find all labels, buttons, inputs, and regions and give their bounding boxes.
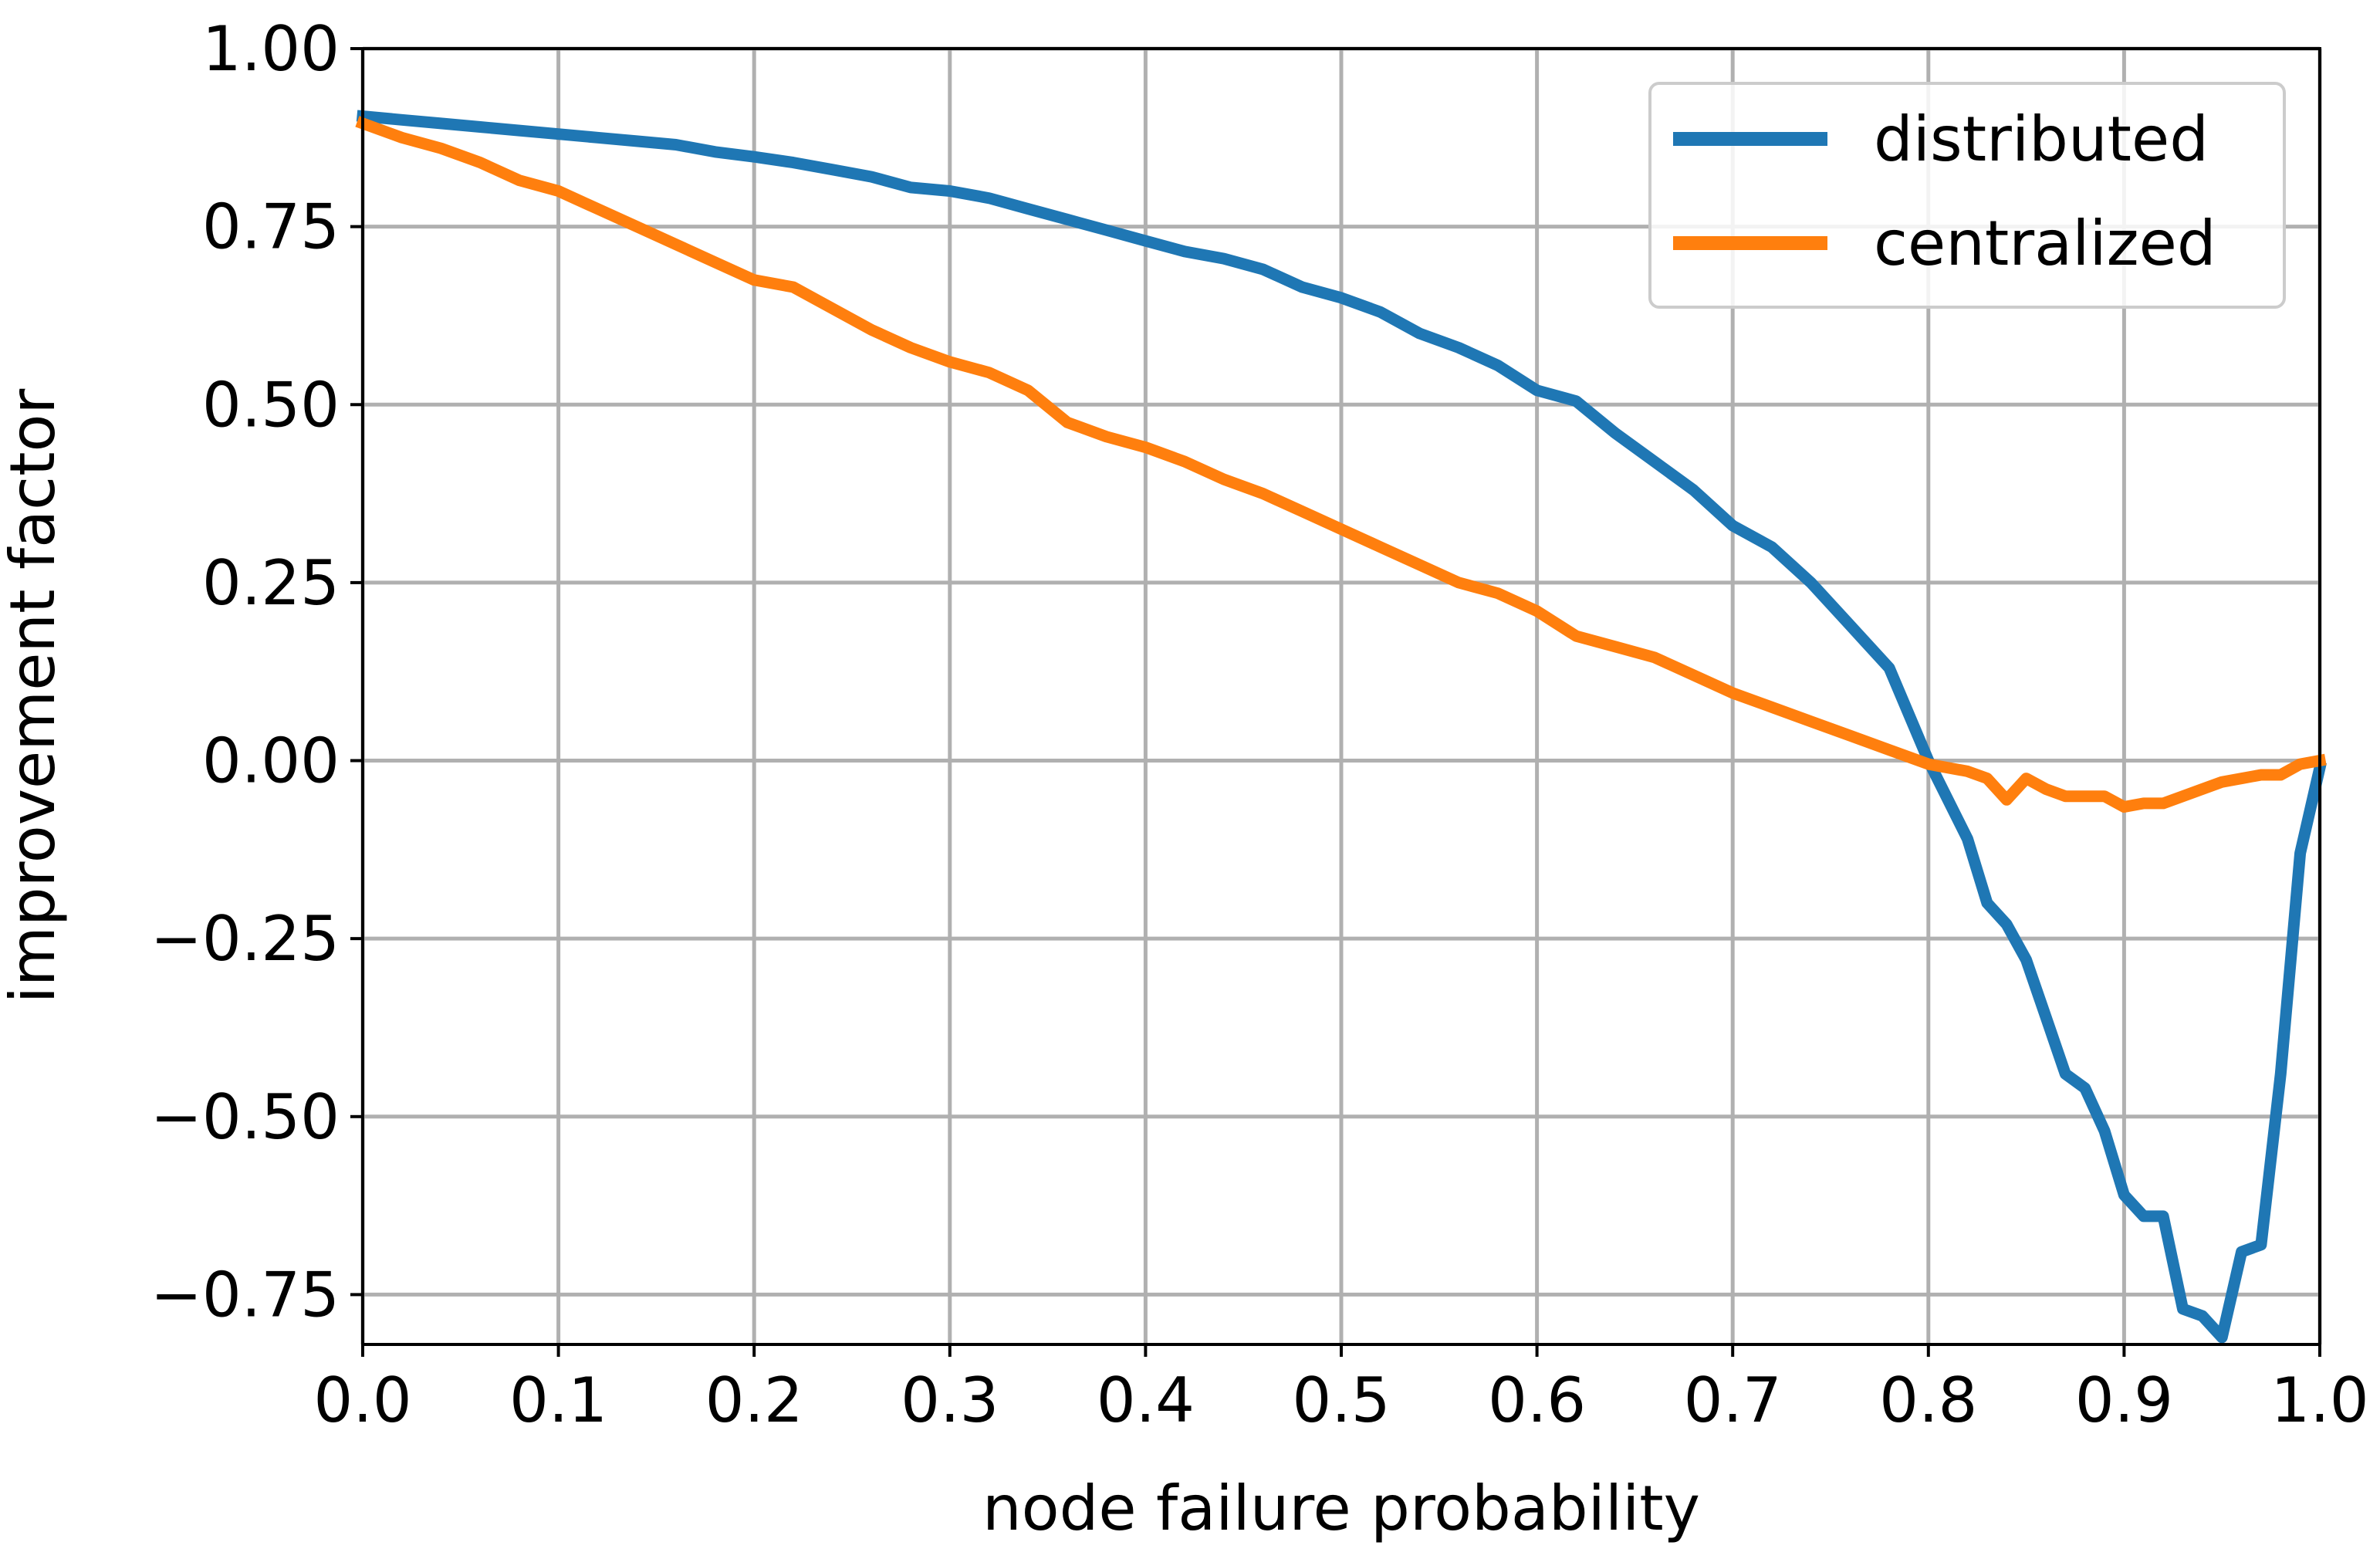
x-tick-label: 0.1: [509, 1365, 607, 1436]
y-tick-label: −0.25: [150, 903, 340, 975]
series-line-centralized: [355, 116, 2327, 813]
axes: 0.0 0.1 0.2 0.3 0.4 0.5 0.6 0.7 0.8 0.9 1.0 1.00 0.7…: [150, 13, 2369, 1436]
legend-label-distributed: distributed: [1874, 103, 2209, 175]
x-tick-label: 0.7: [1684, 1365, 1782, 1436]
y-tick-label: −0.50: [150, 1081, 340, 1153]
y-tick-label: 0.00: [202, 725, 340, 797]
x-tick-label: 0.4: [1097, 1365, 1195, 1436]
series-lines: [355, 110, 2327, 1344]
x-tick-label: 0.3: [901, 1365, 999, 1436]
y-tick-label: 0.25: [202, 547, 340, 619]
series-line-distributed: [356, 110, 2327, 1344]
y-tick-label: −0.75: [150, 1259, 340, 1331]
y-tick-label: 0.75: [202, 191, 340, 263]
y-tick-label: 1.00: [202, 13, 340, 85]
y-tick-label: 0.50: [202, 369, 340, 441]
plot-frame: [361, 47, 2321, 1346]
x-tick-label: 0.6: [1488, 1365, 1586, 1436]
x-tick-label: 0.9: [2075, 1365, 2173, 1436]
legend-label-centralized: centralized: [1874, 208, 2216, 279]
x-tick-label: 0.5: [1292, 1365, 1390, 1436]
y-axis-label: improvement factor: [0, 389, 69, 1004]
legend: distributed centralized: [1648, 82, 2286, 309]
x-tick-label: 0.2: [705, 1365, 803, 1436]
x-axis-label: node failure probability: [982, 1473, 1700, 1544]
x-tick-label: 0.8: [1879, 1365, 1977, 1436]
x-tick-label: 0.0: [313, 1365, 411, 1436]
x-tick-label: 1.0: [2270, 1365, 2368, 1436]
